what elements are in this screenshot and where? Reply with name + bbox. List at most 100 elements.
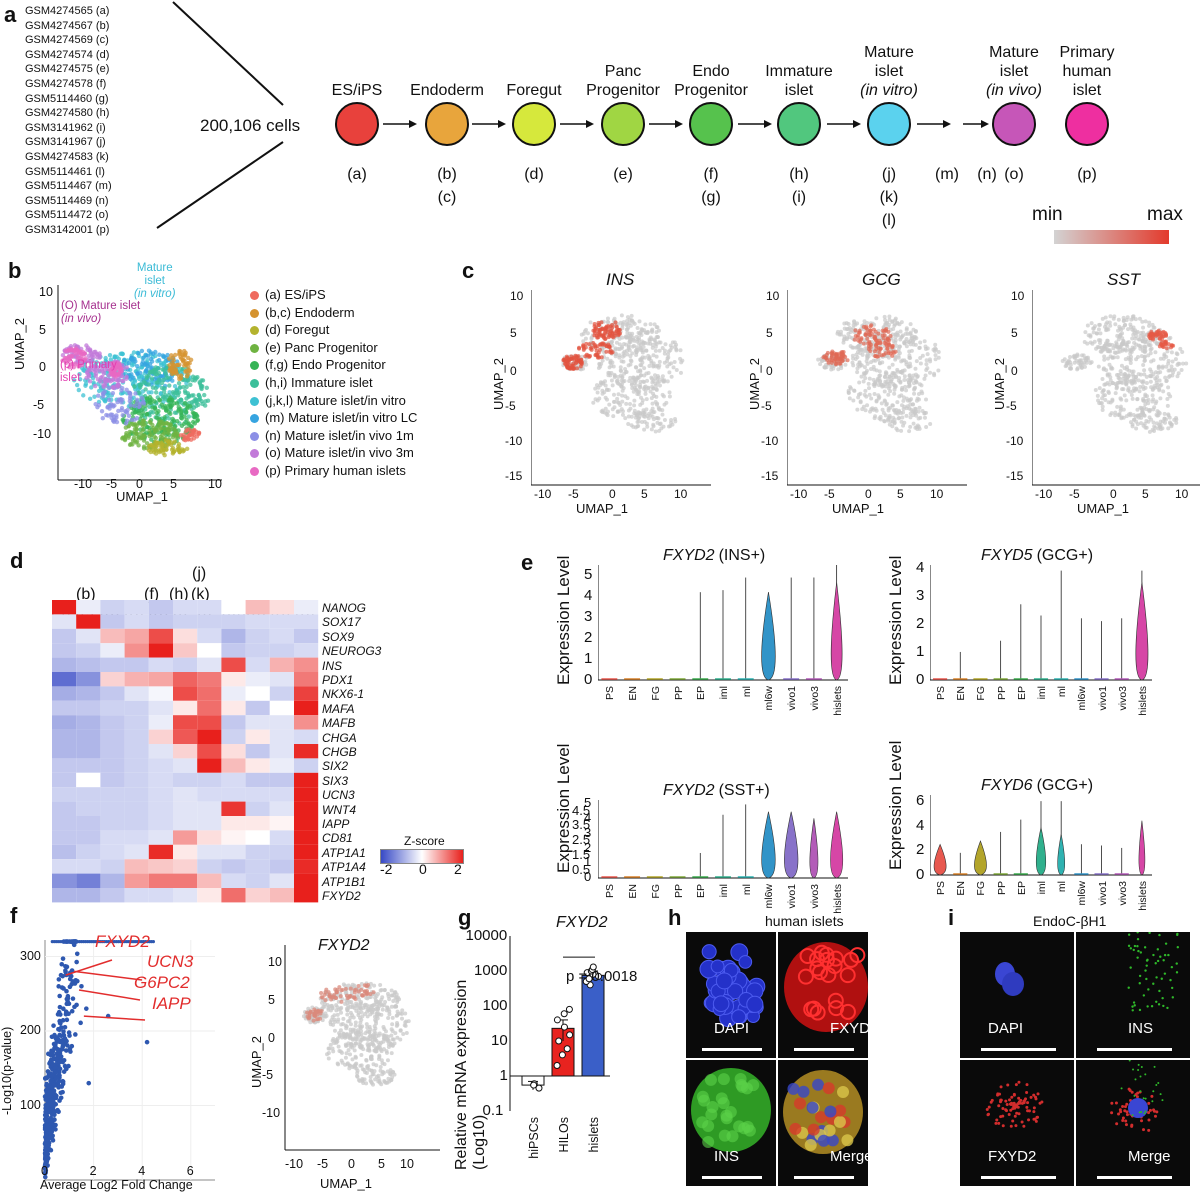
feature-point (1128, 413, 1133, 418)
feature-point (660, 392, 665, 397)
volcano-point (67, 1046, 73, 1052)
heatmap-cell (100, 816, 125, 831)
feature-point (1132, 331, 1137, 336)
feature-point (1162, 416, 1167, 421)
volcano-point (47, 1089, 52, 1094)
heatmap-cell (52, 844, 77, 860)
letter: (f) (703, 166, 719, 183)
umap-point (134, 431, 140, 436)
feature-ytick: 10 (1011, 289, 1025, 303)
volcano-point (59, 1025, 64, 1030)
heatmap-cell (245, 816, 270, 831)
feature-point (660, 346, 665, 351)
feature-point (1097, 322, 1102, 327)
feature-point (575, 366, 580, 371)
feature-point (1077, 358, 1082, 363)
umap-point (91, 380, 96, 385)
violin-ytick: 2.5 (572, 832, 591, 848)
letter: (a) (347, 166, 367, 183)
heatmap-cell (245, 873, 270, 888)
feature-point (638, 369, 643, 374)
volcano-point (47, 1130, 53, 1136)
feature-point (1088, 333, 1093, 338)
feature-point (892, 391, 897, 396)
stage-name-line: Endo (692, 63, 730, 80)
feature-point (612, 316, 617, 321)
fxyd2-point (390, 1022, 395, 1027)
umap-point (168, 405, 173, 410)
sample-id: GSM4274574 (d) (25, 48, 110, 61)
heatmap-cell (76, 643, 101, 658)
umap-point (153, 386, 158, 391)
feature-point (602, 342, 607, 347)
feature-point (861, 341, 866, 346)
heatmap-gene: NEUROG3 (322, 644, 382, 659)
stage-label: Panc Progenitor (558, 0, 688, 100)
feature-point (620, 393, 625, 398)
umap-point (132, 403, 137, 409)
feature-point (1129, 325, 1134, 330)
umap-b (57, 285, 222, 481)
feature-point (1121, 347, 1126, 352)
violin-category: iml (718, 884, 730, 898)
feature-point (886, 351, 891, 356)
feature-point (1111, 346, 1116, 351)
feature-point (901, 407, 906, 412)
feature-point (599, 361, 604, 366)
feature-point (629, 423, 634, 428)
feature-ytick: -10 (505, 434, 523, 448)
feature-point (619, 369, 624, 374)
feature-point (1152, 383, 1157, 388)
feature-point (607, 365, 612, 370)
feature-point (908, 322, 913, 327)
heatmap-cell (269, 873, 294, 888)
umap-b-ytick: -10 (33, 427, 52, 441)
fxyd2-point (335, 1012, 340, 1017)
feature-point (1121, 407, 1126, 412)
feature-point (1141, 379, 1146, 384)
heatmap-cell (148, 614, 173, 629)
umap-point (144, 411, 150, 417)
fxyd2-point (371, 1007, 376, 1012)
feature-point (645, 330, 650, 335)
feature-point (622, 349, 627, 354)
feature-point (657, 383, 662, 388)
feature-point (887, 314, 892, 319)
feature-point (1113, 410, 1118, 415)
stage-letters-n: (n) (977, 166, 997, 183)
feature-point (656, 416, 661, 421)
heatmap-cell (221, 672, 246, 687)
feature-point (853, 328, 858, 333)
feature-point (669, 345, 674, 350)
umap-point (188, 382, 193, 388)
feature-point (1157, 336, 1162, 341)
feature-point (617, 328, 622, 333)
feature-point (1132, 340, 1137, 345)
feature-point (653, 364, 658, 369)
feature-point (868, 348, 873, 353)
violin-ytick: 0 (916, 866, 925, 883)
feature-point (907, 353, 912, 358)
feature-point (914, 380, 919, 385)
violin-plot (930, 795, 1152, 876)
legend-item: (p) Primary human islets (250, 462, 406, 479)
fxyd2-point (395, 1020, 400, 1025)
feature-point (614, 340, 619, 345)
feature-point (599, 320, 604, 325)
umap-point (179, 423, 185, 428)
feature-point (651, 353, 656, 358)
feature-point (1166, 385, 1171, 390)
heatmap-cell (100, 672, 125, 687)
feature-point (902, 374, 907, 379)
feature-point (904, 344, 909, 349)
feature-point (843, 362, 848, 367)
legend-swatch (250, 414, 259, 424)
feature-point (1119, 416, 1124, 421)
umap-point (169, 371, 175, 377)
feature-point (1102, 393, 1107, 398)
feature-point (851, 398, 856, 403)
heatmap-gene: ATP1A1 (322, 845, 366, 860)
heatmap-gene: FXYD2 (322, 889, 361, 903)
feature-point (658, 340, 663, 345)
violin-ylabel: Expression Level (554, 555, 573, 685)
